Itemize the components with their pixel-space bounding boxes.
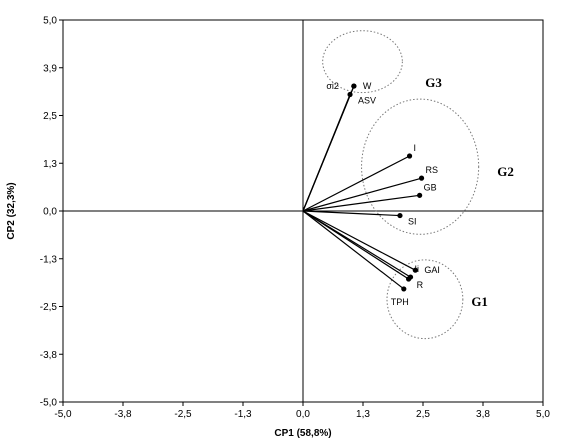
loading-point — [347, 91, 353, 98]
y-tick-label: 2,5 — [43, 111, 57, 122]
x-tick-label: -1,3 — [234, 409, 252, 420]
loading-vector — [302, 177, 422, 212]
y-tick-label: -3,8 — [40, 350, 58, 361]
loading-point — [401, 286, 407, 292]
x-tick-label: 1,3 — [356, 409, 370, 420]
loading-point — [412, 267, 418, 273]
loading-point — [397, 212, 403, 219]
x-tick-label: -5,0 — [54, 409, 72, 420]
y-tick-label: 5,0 — [43, 16, 57, 27]
variable-label: RS — [426, 165, 439, 175]
loading-point — [406, 153, 413, 159]
group-label-g1: G1 — [471, 294, 488, 309]
variable-label: σi2 — [326, 81, 339, 91]
variable-label: GAI — [424, 265, 440, 275]
loading-point — [406, 276, 412, 282]
x-tick-label: -3,8 — [114, 409, 132, 420]
loading-point — [351, 83, 357, 89]
x-tick-label: 2,5 — [416, 409, 430, 420]
loading-vector — [302, 155, 410, 212]
x-tick-label: 5,0 — [536, 409, 550, 420]
y-tick-label: 3,9 — [43, 63, 57, 74]
y-axis-title: CP2 (32,3%) — [6, 182, 17, 239]
loading-vector — [302, 210, 416, 271]
x-tick-label: 0,0 — [296, 409, 310, 420]
variable-label: W — [363, 81, 372, 91]
loading-vector — [302, 194, 420, 212]
x-tick-label: 3,8 — [476, 409, 490, 420]
group-label-g2: G2 — [497, 164, 514, 179]
group-ellipse-g1 — [386, 259, 464, 340]
loading-vector — [302, 210, 409, 280]
loading-vector — [302, 210, 405, 290]
y-tick-label: 1,3 — [43, 159, 57, 170]
loading-point — [418, 175, 425, 181]
variable-label: R — [417, 280, 424, 290]
y-tick-label: 0,0 — [43, 207, 57, 218]
variable-label: TPH — [391, 297, 409, 307]
group-ellipse-g2 — [361, 98, 480, 235]
loading-vector — [302, 210, 400, 217]
variable-label: SI — [408, 217, 417, 227]
x-axis-title: CP1 (58,8%) — [274, 428, 331, 439]
loading-point — [417, 192, 423, 198]
y-tick-label: -1,3 — [40, 254, 58, 265]
group-label-g3: G3 — [425, 75, 442, 90]
variable-label: GB — [424, 182, 437, 192]
group-ellipse-g3 — [322, 30, 403, 94]
variable-label: I — [414, 143, 417, 153]
loading-vector — [302, 94, 351, 212]
y-tick-label: -2,5 — [40, 302, 58, 313]
x-tick-label: -2,5 — [174, 409, 192, 420]
y-tick-label: -5,0 — [40, 398, 58, 409]
variable-label: Ii — [415, 264, 420, 274]
variable-label: ASV — [358, 95, 376, 105]
